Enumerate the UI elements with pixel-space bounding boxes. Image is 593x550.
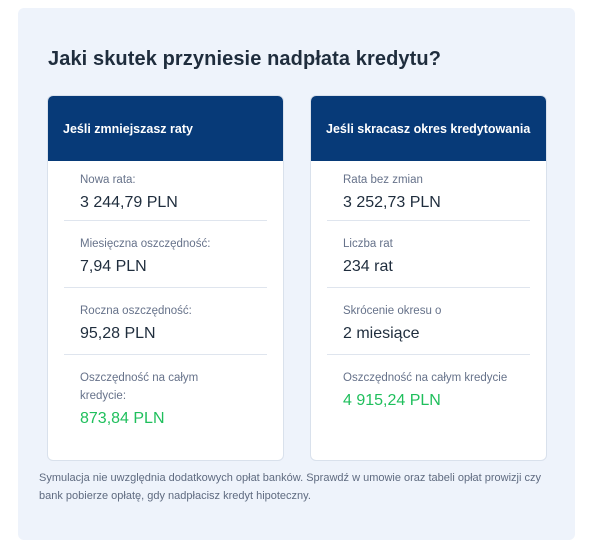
monthly-saving-row: Miesięczna oszczędność: 7,94 PLN — [64, 221, 267, 288]
card-rows: Rata bez zmian 3 252,73 PLN Liczba rat 2… — [311, 161, 546, 425]
installment-count-row: Liczba rat 234 rat — [327, 221, 530, 288]
row-label: Oszczędność na całym kredycie: — [80, 372, 199, 402]
row-value: 234 rat — [343, 258, 393, 275]
row-label: Skrócenie okresu o — [343, 305, 442, 317]
new-installment-row: Nowa rata: 3 244,79 PLN — [64, 161, 267, 221]
card-header: Jeśli zmniejszasz raty — [48, 96, 283, 161]
shorten-term-card: Jeśli skracasz okres kredytowania Rata b… — [310, 95, 547, 461]
disclaimer-note: Symulacja nie uwzględnia dodatkowych opł… — [39, 472, 541, 502]
total-saving-value: 4 915,24 PLN — [343, 392, 441, 409]
row-label: Roczna oszczędność: — [80, 305, 192, 317]
row-value: 95,28 PLN — [80, 325, 156, 342]
row-value: 3 252,73 PLN — [343, 194, 441, 211]
total-saving-value: 873,84 PLN — [80, 410, 165, 427]
row-label: Rata bez zmian — [343, 174, 423, 186]
reduce-installment-card: Jeśli zmniejszasz raty Nowa rata: 3 244,… — [47, 95, 284, 461]
term-reduction-row: Skrócenie okresu o 2 miesiące — [327, 288, 530, 355]
row-label: Liczba rat — [343, 238, 393, 250]
row-label: Oszczędność na całym kredycie — [343, 372, 508, 384]
row-value: 2 miesiące — [343, 325, 420, 342]
overpayment-summary-panel: Jaki skutek przyniesie nadpłata kredytu?… — [18, 8, 575, 540]
row-value: 7,94 PLN — [80, 258, 147, 275]
total-saving-row: Oszczędność na całym kredycie 4 915,24 P… — [327, 355, 530, 425]
card-header: Jeśli skracasz okres kredytowania — [311, 96, 546, 161]
installment-unchanged-row: Rata bez zmian 3 252,73 PLN — [327, 161, 530, 221]
card-rows: Nowa rata: 3 244,79 PLN Miesięczna oszcz… — [48, 161, 283, 435]
page-title: Jaki skutek przyniesie nadpłata kredytu? — [48, 48, 442, 70]
yearly-saving-row: Roczna oszczędność: 95,28 PLN — [64, 288, 267, 355]
total-saving-row: Oszczędność na całym kredycie: 873,84 PL… — [64, 355, 267, 435]
row-label: Nowa rata: — [80, 174, 136, 186]
row-label: Miesięczna oszczędność: — [80, 238, 211, 250]
row-value: 3 244,79 PLN — [80, 194, 178, 211]
